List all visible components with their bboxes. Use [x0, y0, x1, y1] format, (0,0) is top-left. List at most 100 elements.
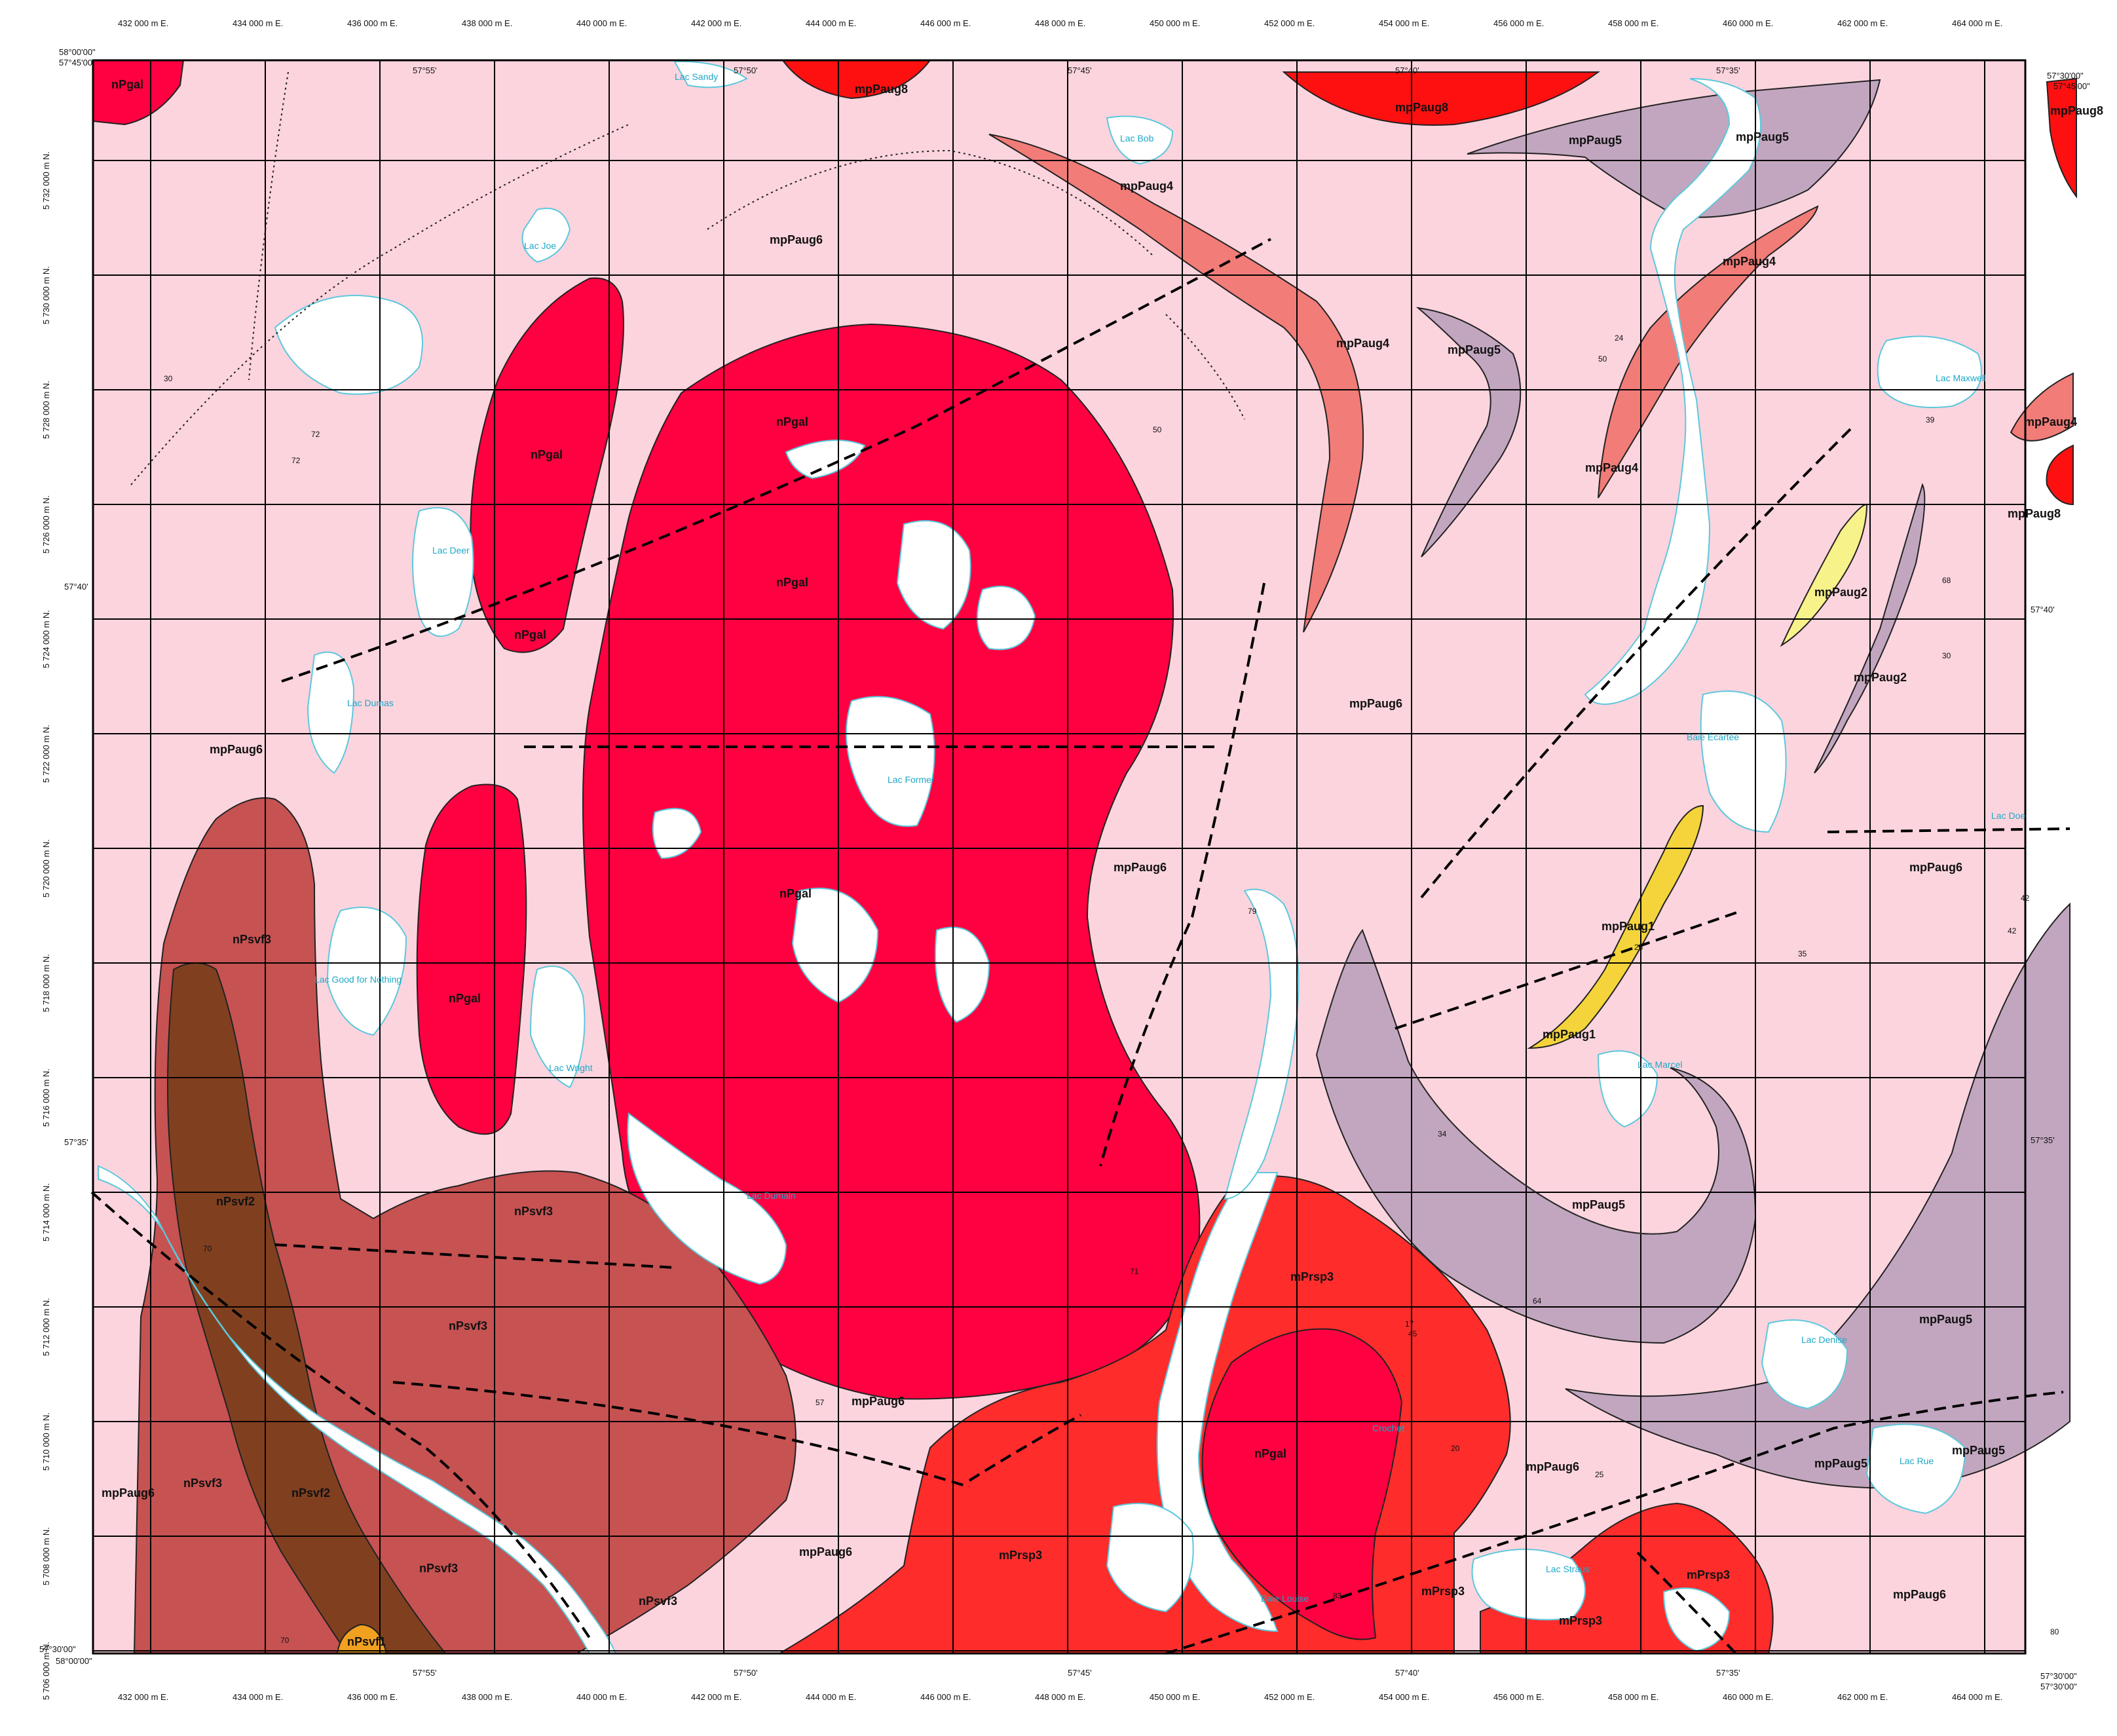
easting-label: 442 000 m E. — [691, 1692, 741, 1702]
label-mpPaug5-east: mpPaug5 — [1919, 1313, 1972, 1326]
easting-label: 454 000 m E. — [1379, 1692, 1429, 1702]
corner-bottom-left-lon: 58°00'00" — [56, 1656, 92, 1666]
unit-mpPaug8-right-edge-mid — [2046, 444, 2074, 506]
label-mpPaug4-edge: mpPaug4 — [2024, 415, 2077, 428]
easting-label: 446 000 m E. — [920, 18, 971, 28]
northing-label: 5 726 000 m N. — [41, 495, 51, 554]
easting-label: 462 000 m E. — [1837, 1692, 1888, 1702]
lake-marcel — [1597, 1050, 1658, 1128]
label-mpPaug6-se-2: mpPaug6 — [1893, 1588, 1946, 1601]
label-lac-former: Lac Former — [888, 774, 935, 785]
lat-label-right-1: 57°40' — [2031, 605, 2055, 614]
longitude-label: 57°35' — [1716, 66, 1740, 75]
dip-value: 17 — [1405, 1319, 1414, 1329]
unit-mpPaug4-upper-band — [988, 134, 1364, 633]
dip-measurements: 30 72 72 50 70 45 24 50 39 68 30 42 42 3… — [164, 333, 2059, 1645]
unit-mpPaug4-edge — [2010, 372, 2074, 442]
northing-label: 5 710 000 m N. — [41, 1412, 51, 1471]
unit-mpPaug4-right-band — [1598, 205, 1819, 499]
unit-nPgal-upper-lens — [470, 277, 624, 653]
label-lac-straus: Lac Straus — [1546, 1564, 1590, 1574]
dip-value: 39 — [1926, 415, 1935, 425]
easting-label: 440 000 m E. — [576, 1692, 627, 1702]
label-nPgal-1: nPgal — [776, 415, 808, 428]
label-mpPaug6-west: mpPaug6 — [210, 743, 263, 756]
easting-label: 434 000 m E. — [233, 18, 283, 28]
corner-top-left-lon: 57°45'00" — [59, 58, 96, 67]
easting-label: 452 000 m E. — [1264, 1692, 1315, 1702]
easting-label: 450 000 m E. — [1150, 1692, 1200, 1702]
label-nPgal-2: nPgal — [776, 576, 808, 589]
easting-label: 460 000 m E. — [1723, 1692, 1773, 1702]
lake-good-for-nothing — [326, 907, 407, 1036]
label-mpPaug2-b: mpPaug2 — [1854, 671, 1907, 684]
lake-maxwell — [1877, 335, 1982, 408]
lat-label-left-2: 57°35' — [64, 1137, 88, 1147]
northing-labels-left: 5 732 000 m N. 5 730 000 m N. 5 728 000 m … — [41, 151, 51, 1700]
label-nPgal-6: nPgal — [449, 992, 481, 1005]
lake-west-cluster — [274, 295, 423, 395]
river-main-east — [1584, 78, 1761, 705]
label-nPsvf2-b: nPsvf2 — [291, 1486, 330, 1500]
label-nPgal-4: nPgal — [531, 448, 563, 461]
unit-labels: nPgal mpPaug8 mpPaug8 mpPaug8 mpPaug8 mp… — [102, 78, 2103, 1648]
dip-value: 25 — [1595, 1470, 1604, 1479]
dip-value: 68 — [1942, 576, 1951, 585]
northing-label: 5 712 000 m N. — [41, 1298, 51, 1356]
map-frame — [92, 59, 2027, 1655]
contact-mpPaug5-fold-inner — [1408, 1061, 1677, 1235]
easting-label: 438 000 m E. — [462, 18, 512, 28]
longitude-label: 57°55' — [413, 66, 437, 75]
easting-label: 452 000 m E. — [1264, 18, 1315, 28]
northing-label: 5 708 000 m N. — [41, 1527, 51, 1585]
unit-nPgal-top-left — [92, 60, 185, 126]
unit-contacts — [1316, 930, 1677, 1235]
lake-joe — [521, 208, 571, 263]
label-mpPaug6-south: mpPaug6 — [852, 1395, 905, 1408]
easting-label: 434 000 m E. — [233, 1692, 283, 1702]
label-mpPaug4-upper: mpPaug4 — [1120, 179, 1173, 193]
label-mpPaug5-top: mpPaug5 — [1569, 134, 1622, 147]
lake-louise-area — [1106, 1503, 1194, 1613]
easting-label: 444 000 m E. — [806, 1692, 856, 1702]
dip-value: 45 — [1408, 1329, 1417, 1338]
unit-mpPaug8-top-right — [1282, 71, 1601, 126]
label-nPsvf3-b: nPsvf3 — [514, 1205, 553, 1218]
easting-label: 442 000 m E. — [691, 18, 741, 28]
label-mPrsp3-d: mPrsp3 — [1559, 1614, 1602, 1627]
unit-mpPaug5-large-fold — [1315, 928, 1757, 1344]
fault-lower-center — [968, 1414, 1081, 1482]
easting-label: 436 000 m E. — [347, 1692, 398, 1702]
longitude-label: 57°55' — [413, 1668, 437, 1678]
label-lac-joe: Lac Joe — [524, 240, 556, 251]
easting-label: 432 000 m E. — [118, 1692, 168, 1702]
easting-label: 432 000 m E. — [118, 18, 168, 28]
label-mPrsp3-b: mPrsp3 — [999, 1549, 1042, 1562]
lake-center-south — [791, 888, 879, 1004]
northing-label: 5 718 000 m N. — [41, 954, 51, 1012]
longitude-label: 57°50' — [734, 1668, 758, 1678]
label-mpPaug2-a: mpPaug2 — [1814, 586, 1867, 599]
lake-former-north — [896, 520, 971, 630]
label-lac-marcel: Lac Marcel — [1638, 1059, 1682, 1070]
corner-labels: 58°00'00" 57°45'00" 57°30'00" 57°45'00" … — [39, 47, 2090, 1691]
northing-label: 5 724 000 m N. — [41, 610, 51, 668]
dip-value: 35 — [1798, 949, 1807, 958]
lake-center-south-2 — [935, 926, 990, 1023]
label-mpPaug6-center: mpPaug6 — [1114, 861, 1167, 874]
river-north-central — [1224, 888, 1300, 1200]
label-mpPaug4-right: mpPaug4 — [1723, 255, 1776, 268]
fault-sw-ew — [274, 1243, 675, 1269]
lake-dumain — [627, 1112, 787, 1285]
trend-line-2 — [707, 149, 1153, 256]
label-lac-rue: Lac Rue — [1900, 1456, 1934, 1466]
longitude-label: 57°35' — [1716, 1668, 1740, 1678]
label-mpPaug4-upper-2: mpPaug4 — [1336, 337, 1389, 350]
label-nPsvf3-c: nPsvf3 — [449, 1319, 487, 1332]
lake-former — [846, 696, 935, 827]
trend-line-1 — [130, 124, 629, 485]
northing-label: 5 728 000 m N. — [41, 381, 51, 439]
label-mpPaug5-south-2: mpPaug5 — [1952, 1444, 2005, 1457]
longitude-labels-top: 57°55' 57°50' 57°45' 57°40' 57°35' — [413, 66, 1740, 75]
lake-deer — [412, 507, 474, 637]
